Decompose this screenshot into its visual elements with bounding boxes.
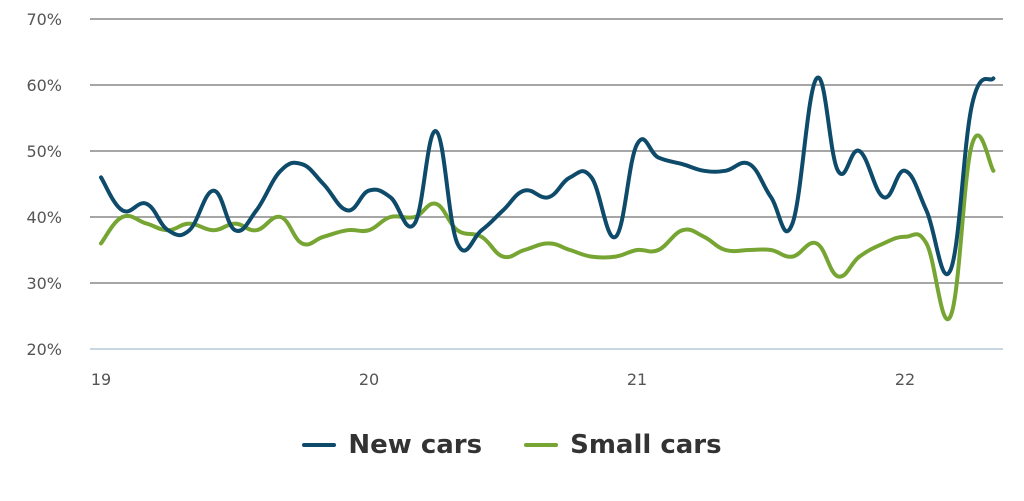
y-tick-label: 30%: [26, 274, 62, 293]
legend-item-new-cars: New cars: [302, 430, 482, 460]
gridlines: [90, 18, 1003, 350]
series-lines: [99, 75, 996, 322]
line-chart: 20% 30% 40% 50% 60% 70% 19 20 21 22: [26, 10, 1003, 389]
y-tick-label: 60%: [26, 76, 62, 95]
legend-item-small-cars: Small cars: [524, 430, 722, 460]
x-tick-label: 19: [91, 370, 111, 389]
x-tick-label: 22: [895, 370, 915, 389]
y-axis-ticks: 20% 30% 40% 50% 60% 70%: [26, 10, 62, 359]
y-tick-label: 40%: [26, 208, 62, 227]
legend-swatch-small-cars: [524, 443, 559, 447]
series-line-new-cars: [99, 75, 996, 276]
x-tick-label: 20: [359, 370, 379, 389]
x-tick-label: 21: [627, 370, 647, 389]
legend-swatch-new-cars: [302, 443, 337, 447]
series-line-small-cars: [99, 133, 996, 322]
legend-label-new-cars: New cars: [348, 430, 483, 460]
legend-label-small-cars: Small cars: [570, 430, 722, 460]
y-tick-label: 50%: [26, 142, 62, 161]
y-tick-label: 20%: [26, 340, 62, 359]
y-tick-label: 70%: [26, 10, 62, 29]
x-axis-ticks: 19 20 21 22: [91, 370, 915, 389]
legend: New cars Small cars: [0, 430, 1024, 460]
